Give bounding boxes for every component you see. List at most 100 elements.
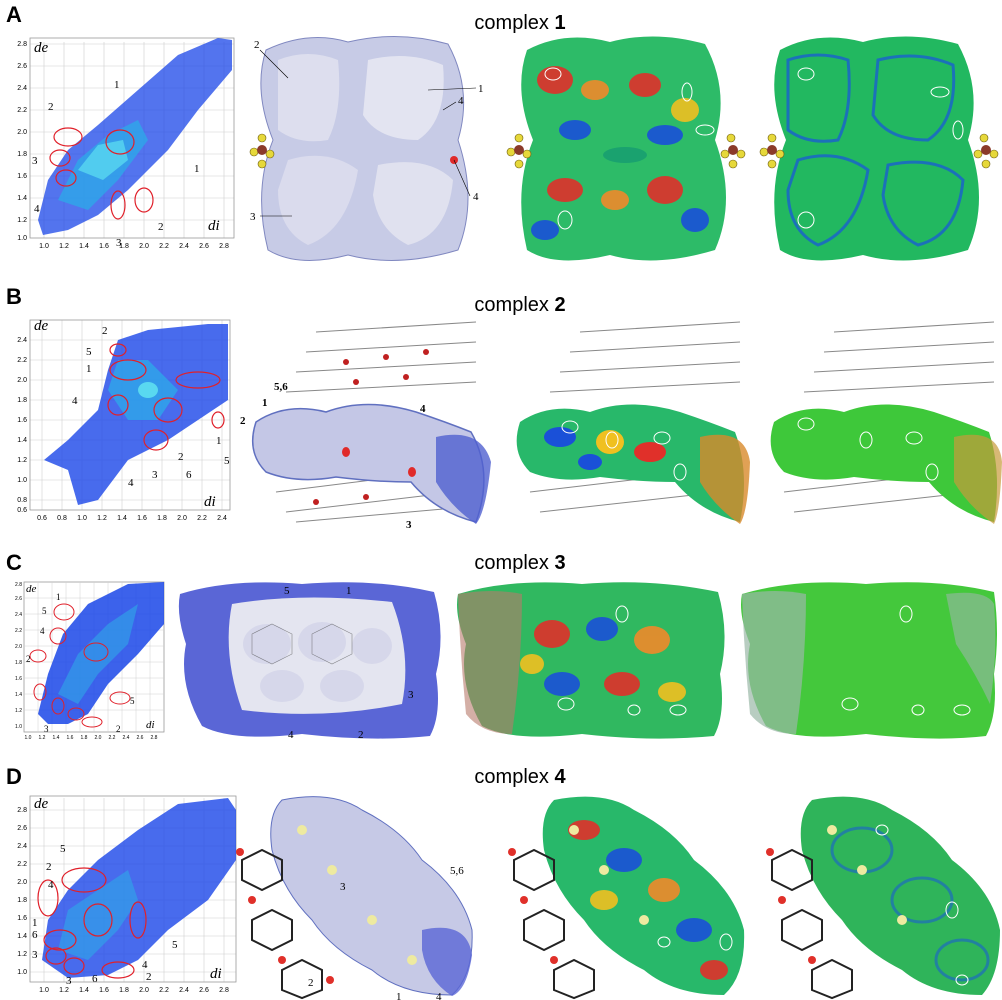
contact-label: 4 (436, 991, 442, 1000)
dnorm-labels: 5 1 3 4 2 (284, 585, 414, 741)
y-tick-label: 1.4 (17, 933, 27, 940)
y-tick-labels: 2.4 2.2 2.0 1.8 1.6 1.4 1.2 1.0 0.8 0.6 (17, 337, 27, 514)
region-label: 4 (72, 395, 78, 407)
x-tick-label: 1.0 (25, 735, 32, 741)
fingerprint-plot: de di 1.0 1.2 1.4 1.6 1.8 2.0 2.2 2.4 2.… (8, 30, 238, 270)
x-tick-label: 2.4 (217, 515, 227, 522)
contact-label: 3 (250, 211, 256, 223)
contact-label: 2 (358, 729, 364, 741)
region-label: 4 (128, 477, 134, 489)
x-tick-label: 1.0 (39, 243, 49, 250)
x-axis-label: di (146, 719, 155, 731)
x-tick-label: 1.6 (99, 987, 109, 994)
fingerprint-plot: de di 0.6 0.8 1.0 1.2 1.4 1.6 1.8 2.0 2.… (8, 310, 238, 530)
x-tick-label: 2.4 (179, 243, 189, 250)
region-labels: 2 5 1 4 1 5 2 3 4 6 (72, 325, 230, 489)
region-label: 3 (32, 949, 38, 961)
contact-label: 5,6 (450, 865, 464, 877)
region-label: 1 (32, 917, 38, 929)
x-tick-label: 0.6 (37, 515, 47, 522)
contact-label: 4 (288, 729, 294, 741)
anion (249, 133, 275, 169)
x-axis-label: di (208, 218, 220, 234)
dnorm-labels: 5,6 1 2 4 3 (240, 381, 426, 531)
y-tick-label: 1.8 (17, 897, 27, 904)
shape-index-surface (505, 30, 750, 270)
region-label: 2 (48, 101, 54, 113)
panel-title: complex 1 (474, 12, 566, 34)
region-label: 2 (158, 221, 164, 233)
region-label: 5 (130, 696, 135, 706)
y-tick-label: 1.0 (15, 724, 22, 730)
region-label: 4 (40, 626, 45, 636)
dnorm-labels: 2 1 4 4 3 (250, 39, 484, 223)
y-tick-labels: 2.8 2.6 2.4 2.2 2.0 1.8 1.6 1.4 1.2 1.0 (17, 807, 27, 976)
region-ellipses (37, 867, 147, 979)
region-label: 2 (178, 451, 184, 463)
contact-label: 1 (396, 991, 402, 1000)
y-tick-label: 2.0 (15, 644, 22, 650)
y-tick-label: 1.2 (17, 951, 27, 958)
curvedness-surface (736, 574, 1002, 744)
contact-label: 4 (420, 403, 426, 415)
panel-b: B complex 2 de di 0.6 (0, 282, 1002, 532)
dnorm-surface: 5 1 3 4 2 (172, 574, 448, 744)
dnorm-surface: 2 1 4 4 3 (248, 30, 490, 270)
x-tick-labels: 0.6 0.8 1.0 1.2 1.4 1.6 1.8 2.0 2.2 2.4 (37, 515, 227, 522)
panel-letter: C (6, 550, 22, 575)
panel-title: complex 4 (474, 766, 566, 788)
region-labels: 1 2 3 4 1 3 2 (32, 79, 200, 249)
region-label: 1 (194, 163, 200, 175)
contact-label: 5,6 (274, 381, 288, 393)
y-tick-label: 2.4 (17, 843, 27, 850)
y-tick-label: 1.6 (17, 173, 27, 180)
x-tick-label: 2.2 (197, 515, 207, 522)
fingerprint-plot: de di 1.0 1.2 1.4 1.6 1.8 2.0 2.2 2.4 2.… (8, 790, 240, 1000)
dnorm-surface: 5,6 1 2 4 3 (236, 312, 496, 532)
x-axis-label: di (204, 494, 216, 510)
region-label: 5 (60, 843, 66, 855)
x-tick-label: 1.8 (119, 243, 129, 250)
contact-label: 3 (406, 519, 412, 531)
region-label: 1 (114, 79, 120, 91)
x-tick-label: 1.2 (59, 987, 69, 994)
x-tick-label: 2.8 (219, 243, 229, 250)
panel-title: complex 3 (474, 552, 566, 574)
panel-title: complex 2 (474, 294, 566, 316)
y-axis-label: de (34, 796, 49, 812)
x-tick-label: 2.4 (179, 987, 189, 994)
x-tick-label: 1.4 (79, 243, 89, 250)
contact-label: 2 (240, 415, 246, 427)
x-tick-label: 2.2 (159, 987, 169, 994)
region-labels: 5 2 4 1 6 3 3 6 4 2 5 (32, 843, 178, 987)
y-tick-label: 2.4 (17, 337, 27, 344)
x-tick-label: 1.0 (77, 515, 87, 522)
x-tick-label: 2.0 (139, 987, 149, 994)
contact-label: 1 (346, 585, 352, 597)
y-tick-label: 1.6 (17, 417, 27, 424)
x-tick-label: 2.8 (151, 735, 158, 741)
region-label: 6 (32, 929, 38, 941)
y-tick-label: 2.6 (17, 825, 27, 832)
contact-label: 2 (308, 977, 314, 989)
region-label: 2 (146, 971, 152, 983)
y-tick-label: 2.4 (15, 612, 22, 618)
contact-label: 3 (408, 689, 414, 701)
x-axis-label: di (210, 966, 222, 982)
y-tick-label: 2.0 (17, 129, 27, 136)
region-label: 4 (48, 879, 54, 891)
dnorm-labels: 3 5,6 2 1 4 (308, 865, 464, 1000)
fingerprint-scatter (38, 582, 164, 724)
region-label: 6 (186, 469, 192, 481)
region-label: 3 (116, 237, 122, 249)
y-tick-label: 2.0 (17, 879, 27, 886)
y-axis-label: de (26, 583, 37, 595)
curvedness-surface (754, 312, 1002, 532)
y-tick-labels: 2.8 2.6 2.4 2.2 2.0 1.8 1.6 1.4 1.2 1.0 (15, 582, 22, 730)
region-label: 2 (116, 724, 121, 734)
x-tick-label: 1.2 (97, 515, 107, 522)
region-ellipses (107, 343, 225, 451)
region-label: 5 (172, 939, 178, 951)
y-tick-label: 1.0 (17, 477, 27, 484)
x-tick-label: 2.0 (139, 243, 149, 250)
